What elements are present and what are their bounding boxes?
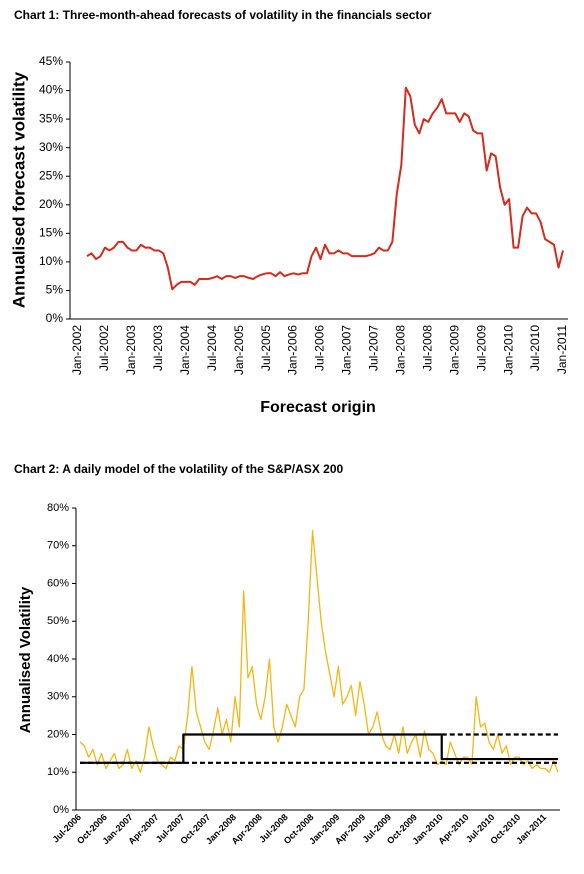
y-tick-label: 30% — [47, 691, 69, 703]
y-tick-label: 0% — [46, 311, 64, 325]
x-tick-label: Jan-2010 — [501, 325, 515, 375]
x-tick-label: Jan-2007 — [340, 325, 354, 375]
y-tick-label: 35% — [39, 111, 63, 125]
series-line — [86, 86, 564, 291]
series-line — [79, 530, 559, 773]
x-tick-label: Jul-2008 — [420, 325, 434, 371]
y-tick-label: 50% — [47, 615, 69, 627]
x-tick-label: Jan-2005 — [232, 325, 246, 375]
y-tick-label: 80% — [47, 502, 69, 514]
y-tick-label: 30% — [39, 140, 63, 154]
y-tick-label: 15% — [39, 226, 63, 240]
y-axis-label: Annualised forecast volatility — [9, 71, 28, 308]
y-tick-label: 25% — [39, 168, 63, 182]
y-tick-label: 5% — [46, 283, 64, 297]
x-tick-label: Jul-2003 — [151, 325, 165, 371]
x-tick-label: Jan-2009 — [447, 325, 461, 375]
y-tick-label: 70% — [47, 540, 69, 552]
x-tick-label: Jul-2007 — [367, 325, 381, 371]
x-tick-label: Jul-2009 — [474, 325, 488, 371]
y-tick-label: 0% — [53, 804, 69, 816]
y-tick-label: 10% — [47, 766, 69, 778]
x-tick-label: Jan-2011 — [555, 325, 569, 374]
x-tick-label: Jan-2006 — [286, 325, 300, 375]
y-tick-label: 60% — [47, 577, 69, 589]
chart-title: Chart 1: Three-month-ahead forecasts of … — [14, 8, 432, 22]
y-tick-label: 40% — [39, 83, 63, 97]
y-tick-label: 10% — [39, 254, 63, 268]
chart-title: Chart 2: A daily model of the volatility… — [14, 462, 344, 476]
x-tick-label: Jul-2002 — [97, 325, 111, 371]
x-tick-label: Jul-2010 — [528, 325, 542, 371]
y-axis-label: Annualised Volatility — [17, 586, 34, 733]
x-tick-label: Jan-2004 — [178, 325, 192, 375]
x-tick-label: Jan-2003 — [124, 325, 138, 375]
x-tick-label: Jul-2005 — [259, 325, 273, 371]
x-axis-label: Forecast origin — [260, 399, 376, 416]
x-tick-label: Jul-2006 — [313, 325, 327, 371]
y-tick-label: 45% — [39, 54, 63, 68]
y-tick-label: 40% — [47, 653, 69, 665]
y-tick-label: 20% — [39, 197, 63, 211]
y-tick-label: 20% — [47, 728, 69, 740]
x-tick-label: Jan-2002 — [70, 325, 84, 375]
x-tick-label: Jul-2004 — [205, 325, 219, 371]
x-tick-label: Jan-2008 — [394, 325, 408, 375]
